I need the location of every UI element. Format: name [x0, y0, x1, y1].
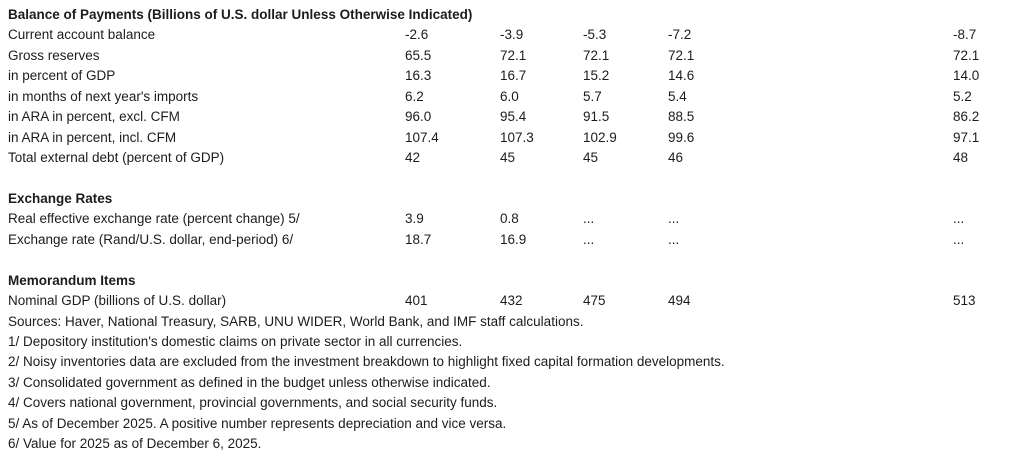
footnote-row: 5/ As of December 2025. A positive numbe… — [0, 414, 1024, 434]
cell: 88.5 — [668, 109, 695, 125]
row-label: Real effective exchange rate (percent ch… — [8, 211, 300, 227]
table-row: Nominal GDP (billions of U.S. dollar) 401… — [0, 291, 1024, 311]
cell: 14.6 — [668, 68, 695, 84]
cell: 432 — [500, 293, 523, 309]
footnotes: Sources: Haver, National Treasury, SARB,… — [0, 312, 1024, 455]
row-label: in percent of GDP — [8, 68, 116, 84]
cell: -7.2 — [668, 27, 692, 43]
cell: 15.2 — [583, 68, 610, 84]
section-header: Memorandum Items — [8, 272, 136, 288]
cell: 16.3 — [405, 68, 432, 84]
cell: 107.3 — [500, 129, 534, 145]
footnote-row: 6/ Value for 2025 as of December 6, 2025… — [0, 434, 1024, 454]
cell: ... — [668, 231, 680, 247]
table-row: in ARA in percent, excl. CFM 96.0 95.4 91.5… — [0, 107, 1024, 127]
footnote-row: 3/ Consolidated government as defined in… — [0, 373, 1024, 393]
cell: 97.1 — [953, 129, 980, 145]
table-row: Total external debt (percent of GDP) 42 45… — [0, 148, 1024, 168]
blank-row — [0, 169, 1024, 189]
cell: ... — [583, 211, 595, 227]
footnote-row: Sources: Haver, National Treasury, SARB,… — [0, 312, 1024, 332]
table-body: Current account balance -2.6 -3.9 -5.3 -7.2 -… — [0, 25, 1024, 311]
footnote-row: 2/ Noisy inventories data are excluded f… — [0, 352, 1024, 372]
cell: 5.2 — [953, 88, 972, 104]
cell: 494 — [668, 293, 691, 309]
footnote-row: 1/ Depository institution's domestic cla… — [0, 332, 1024, 352]
financial-table: Balance of Payments (Billions of U.S. do… — [0, 5, 1024, 455]
footnote-text: 5/ As of December 2025. A positive numbe… — [8, 415, 507, 431]
cell: ... — [953, 231, 965, 247]
blank-row — [0, 250, 1024, 270]
row-label: Nominal GDP (billions of U.S. dollar) — [8, 293, 227, 309]
table-row: Gross reserves 65.5 72.1 72.1 72.1 72.1 — [0, 46, 1024, 66]
cell: 475 — [583, 293, 606, 309]
cell: 99.6 — [668, 129, 695, 145]
footnote-text: 3/ Consolidated government as defined in… — [8, 374, 491, 390]
cell: 513 — [953, 293, 976, 309]
cell: 6.0 — [500, 88, 519, 104]
cell: 72.1 — [500, 47, 527, 63]
table-row: in percent of GDP 16.3 16.7 15.2 14.6 14.0 — [0, 66, 1024, 86]
cell: 16.9 — [500, 231, 527, 247]
cell: 18.7 — [405, 231, 432, 247]
footnote-text: 2/ Noisy inventories data are excluded f… — [8, 354, 725, 370]
cell: 107.4 — [405, 129, 439, 145]
cell: 5.4 — [668, 88, 687, 104]
row-label: in ARA in percent, excl. CFM — [8, 109, 180, 125]
cell: ... — [668, 211, 680, 227]
table-row: Exchange rate (Rand/U.S. dollar, end-per… — [0, 230, 1024, 250]
section-header-row: Exchange Rates — [0, 189, 1024, 209]
cell: -8.7 — [953, 27, 977, 43]
row-label: Total external debt (percent of GDP) — [8, 150, 225, 166]
table-title-row: Balance of Payments (Billions of U.S. do… — [0, 5, 1024, 25]
cell: 65.5 — [405, 47, 432, 63]
row-label: in months of next year's imports — [8, 88, 199, 104]
cell: 14.0 — [953, 68, 980, 84]
cell: ... — [953, 211, 965, 227]
table-row: Real effective exchange rate (percent ch… — [0, 209, 1024, 229]
cell: 16.7 — [500, 68, 527, 84]
cell: 3.9 — [405, 211, 424, 227]
footnote-row: 4/ Covers national government, provincia… — [0, 393, 1024, 413]
cell: 102.9 — [583, 129, 617, 145]
cell: 0.8 — [500, 211, 519, 227]
row-label: in ARA in percent, incl. CFM — [8, 129, 177, 145]
row-label: Gross reserves — [8, 47, 100, 63]
cell: 46 — [668, 150, 684, 166]
cell: ... — [583, 231, 595, 247]
table-row: in ARA in percent, incl. CFM 107.4 107.3 10… — [0, 128, 1024, 148]
section-header-row: Memorandum Items — [0, 271, 1024, 291]
cell: -2.6 — [405, 27, 429, 43]
row-label: Current account balance — [8, 27, 156, 43]
cell: 91.5 — [583, 109, 610, 125]
table-title: Balance of Payments (Billions of U.S. do… — [8, 7, 473, 22]
cell: 48 — [953, 150, 969, 166]
cell: -5.3 — [583, 27, 607, 43]
footnote-text: 6/ Value for 2025 as of December 6, 2025… — [8, 436, 262, 452]
table-row: Current account balance -2.6 -3.9 -5.3 -7.2 -… — [0, 25, 1024, 45]
section-header: Exchange Rates — [8, 190, 113, 206]
cell: 5.7 — [583, 88, 602, 104]
cell: 72.1 — [953, 47, 980, 63]
cell: 42 — [405, 150, 421, 166]
cell: 72.1 — [583, 47, 610, 63]
cell: 45 — [583, 150, 599, 166]
footnote-text: 1/ Depository institution's domestic cla… — [8, 334, 463, 349]
footnote-text: 4/ Covers national government, provincia… — [8, 395, 498, 411]
cell: 95.4 — [500, 109, 527, 125]
cell: 45 — [500, 150, 516, 166]
row-label: Exchange rate (Rand/U.S. dollar, end-per… — [8, 231, 294, 247]
cell: -3.9 — [500, 27, 524, 43]
footnote-text: Sources: Haver, National Treasury, SARB,… — [8, 313, 584, 329]
cell: 96.0 — [405, 109, 432, 125]
cell: 6.2 — [405, 88, 424, 104]
cell: 401 — [405, 293, 428, 309]
cell: 86.2 — [953, 109, 980, 125]
table-row: in months of next year's imports 6.2 6.0 5.… — [0, 87, 1024, 107]
cell: 72.1 — [668, 47, 695, 63]
